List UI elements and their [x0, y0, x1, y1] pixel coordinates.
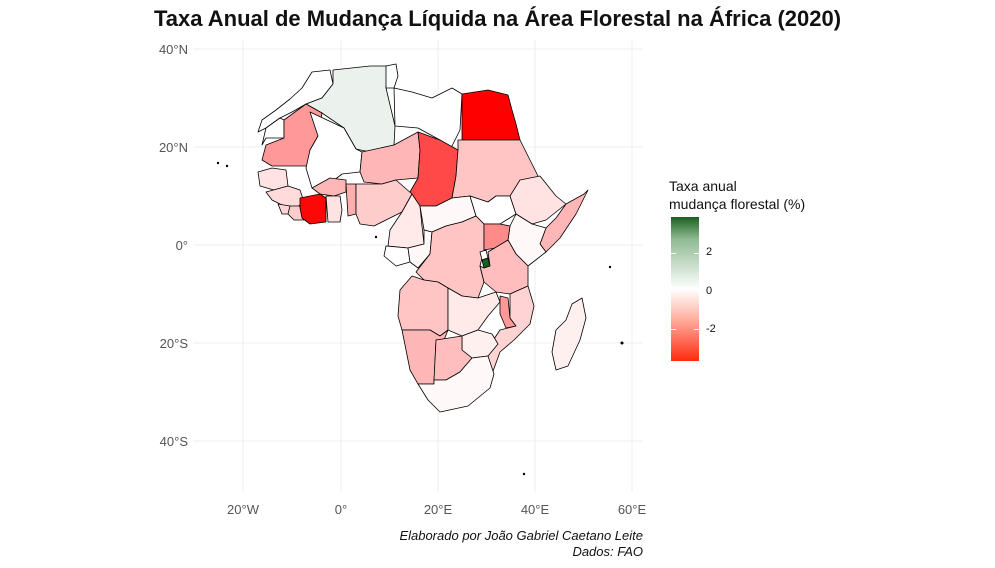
island-prince-edward	[522, 472, 526, 476]
legend-tick-mark	[671, 253, 699, 254]
lon-label: 40°E	[521, 502, 550, 517]
legend-tick-label: -2	[706, 323, 716, 335]
legend-tick-label: 0	[706, 285, 713, 297]
region-mauritania[interactable]: Mauritania	[261, 103, 323, 167]
region-angola[interactable]: Angola	[397, 275, 449, 337]
region-egypt[interactable]: Egypt	[461, 89, 521, 141]
page-title: Taxa Anual de Mudança Líquida na Área Fl…	[153, 6, 842, 31]
region-zambia[interactable]: Zambia	[447, 287, 501, 337]
region-madagascar[interactable]: Madagascar	[551, 297, 587, 371]
region-gabon[interactable]: Gabon	[383, 245, 411, 267]
caption-author: Elaborado por João Gabriel Caetano Leite	[399, 528, 643, 543]
island-mauritius	[620, 341, 624, 345]
region-ghana[interactable]: Ghana	[325, 195, 343, 223]
legend-tick-label: 2	[706, 246, 713, 258]
legend-title-line1: Taxa anual	[669, 178, 737, 194]
island-seychelles	[608, 265, 612, 269]
region-dr-congo[interactable]: DR Congo	[415, 215, 485, 299]
lon-label: 20°W	[227, 502, 260, 517]
region-tanzania[interactable]: Tanzania	[479, 239, 529, 295]
region-nigeria[interactable]: Nigeria	[355, 179, 413, 227]
island-sao-tome	[374, 235, 378, 239]
legend-title: Taxa anual mudança florestal (%)	[669, 177, 805, 213]
region-somalia[interactable]: Somalia	[539, 189, 589, 253]
region-niger[interactable]: Niger	[359, 131, 421, 185]
legend-title-line2: mudança florestal (%)	[669, 196, 806, 212]
island-cape-verde	[216, 161, 220, 165]
legend-colorbar	[671, 217, 699, 361]
region-libya[interactable]: Libya	[393, 87, 463, 151]
lat-label: 40°N	[159, 42, 188, 57]
region-benin[interactable]: Benin	[345, 183, 357, 217]
region-senegal[interactable]: Senegal	[257, 167, 289, 191]
island-cape-verde	[225, 164, 229, 168]
caption-source: Dados: FAO	[572, 544, 643, 559]
lat-label: 40°S	[160, 434, 189, 449]
lat-label: 0°	[176, 238, 188, 253]
lat-label: 20°S	[160, 336, 189, 351]
region-south-africa[interactable]: South Africa	[417, 355, 495, 413]
legend-tick-mark	[671, 291, 699, 292]
lon-label: 60°E	[618, 502, 647, 517]
region-burkina-faso[interactable]: Burkina Faso	[311, 177, 347, 197]
region-cote-divoire[interactable]: Cote d'Ivoire	[299, 193, 327, 225]
islands	[216, 161, 624, 476]
lat-label: 20°N	[159, 140, 188, 155]
lon-label: 20°E	[424, 502, 453, 517]
legend-tick-mark	[671, 329, 699, 330]
region-tunisia[interactable]: Tunisia	[385, 63, 399, 89]
lon-label: 0°	[335, 502, 347, 517]
